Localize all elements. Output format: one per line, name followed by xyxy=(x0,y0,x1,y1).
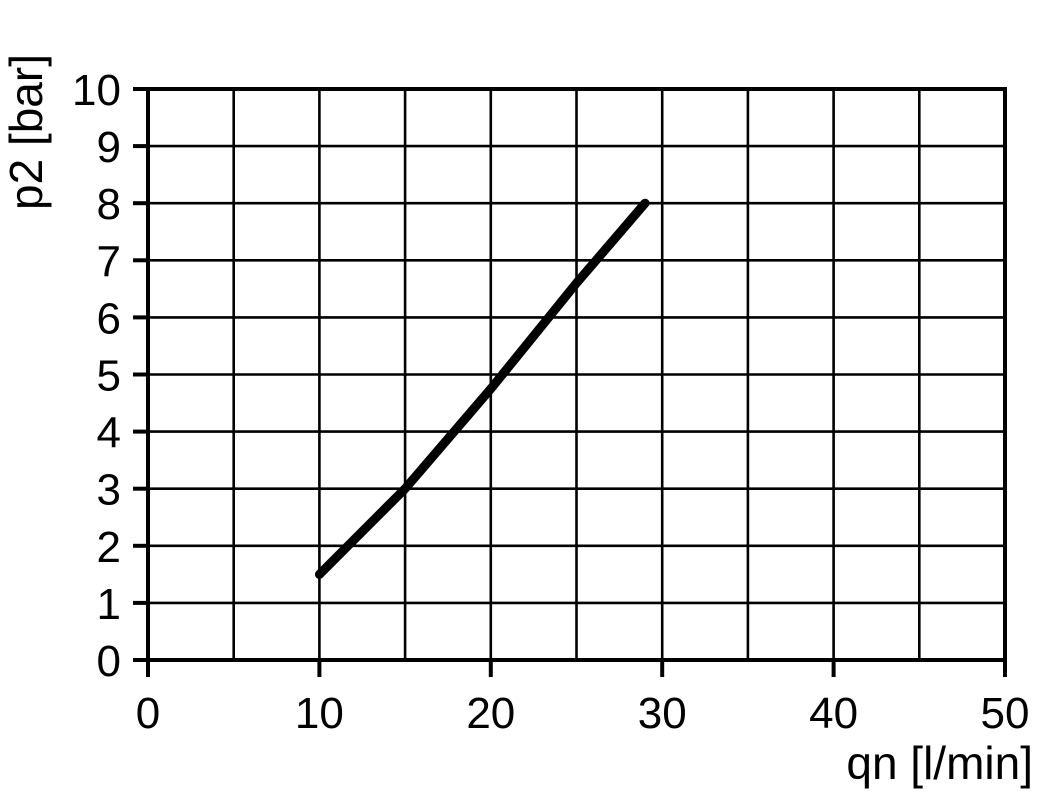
y-tick-label: 3 xyxy=(97,466,121,515)
y-tick-label: 5 xyxy=(97,352,121,401)
x-axis-title: qn [l/min] xyxy=(846,737,1033,789)
y-tick-label: 8 xyxy=(97,180,121,229)
grid-lines xyxy=(146,87,1007,662)
y-tick-label: 6 xyxy=(97,294,121,343)
x-tick-labels: 0 10 20 30 40 50 xyxy=(136,689,1030,738)
y-tick-label: 2 xyxy=(97,523,121,572)
data-series xyxy=(314,198,650,579)
y-tick-label: 0 xyxy=(97,637,121,686)
x-tick-label: 50 xyxy=(981,689,1030,738)
y-tick-label: 10 xyxy=(72,66,121,115)
y-tick-label: 7 xyxy=(97,237,121,286)
x-tick-label: 0 xyxy=(136,689,160,738)
y-tick-label: 1 xyxy=(97,580,121,629)
series-pressure-drop-curve xyxy=(314,198,650,579)
x-tick-label: 30 xyxy=(638,689,687,738)
y-tick-label: 4 xyxy=(97,409,121,458)
x-tick-label: 40 xyxy=(809,689,858,738)
y-axis-title: p2 [bar] xyxy=(0,54,52,210)
axis-ticks xyxy=(133,87,1007,677)
y-tick-labels: 0 1 2 3 4 5 6 7 8 9 10 xyxy=(72,66,121,686)
x-tick-label: 10 xyxy=(295,689,344,738)
x-tick-label: 20 xyxy=(466,689,515,738)
y-tick-label: 9 xyxy=(97,123,121,172)
